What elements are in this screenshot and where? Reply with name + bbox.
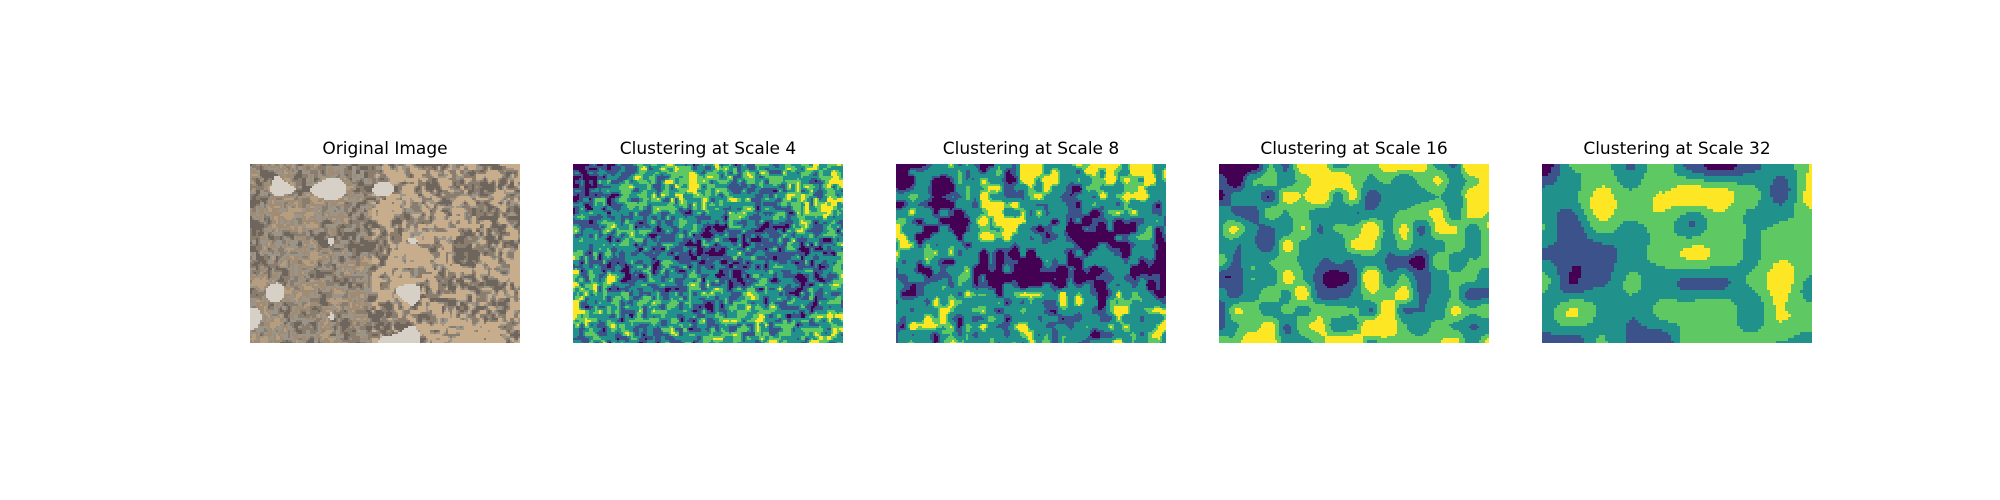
- original-image: [250, 164, 520, 343]
- cluster-map-scale-16: [1219, 164, 1489, 343]
- cluster-map-scale-4: [573, 164, 843, 343]
- panel-title: Clustering at Scale 8: [942, 139, 1120, 159]
- panel-original-image: Original Image: [250, 0, 520, 500]
- panel-clustering-scale-32: Clustering at Scale 32: [1542, 0, 1812, 500]
- panel-clustering-scale-8: Clustering at Scale 8: [896, 0, 1166, 500]
- cluster-map-scale-8: [896, 164, 1166, 343]
- cluster-map-scale-32: [1542, 164, 1812, 343]
- panel-clustering-scale-4: Clustering at Scale 4: [573, 0, 843, 500]
- panel-clustering-scale-16: Clustering at Scale 16: [1219, 0, 1489, 500]
- panel-title: Original Image: [322, 139, 448, 159]
- panel-title: Clustering at Scale 32: [1583, 139, 1771, 159]
- panel-title: Clustering at Scale 16: [1260, 139, 1448, 159]
- panel-title: Clustering at Scale 4: [619, 139, 797, 159]
